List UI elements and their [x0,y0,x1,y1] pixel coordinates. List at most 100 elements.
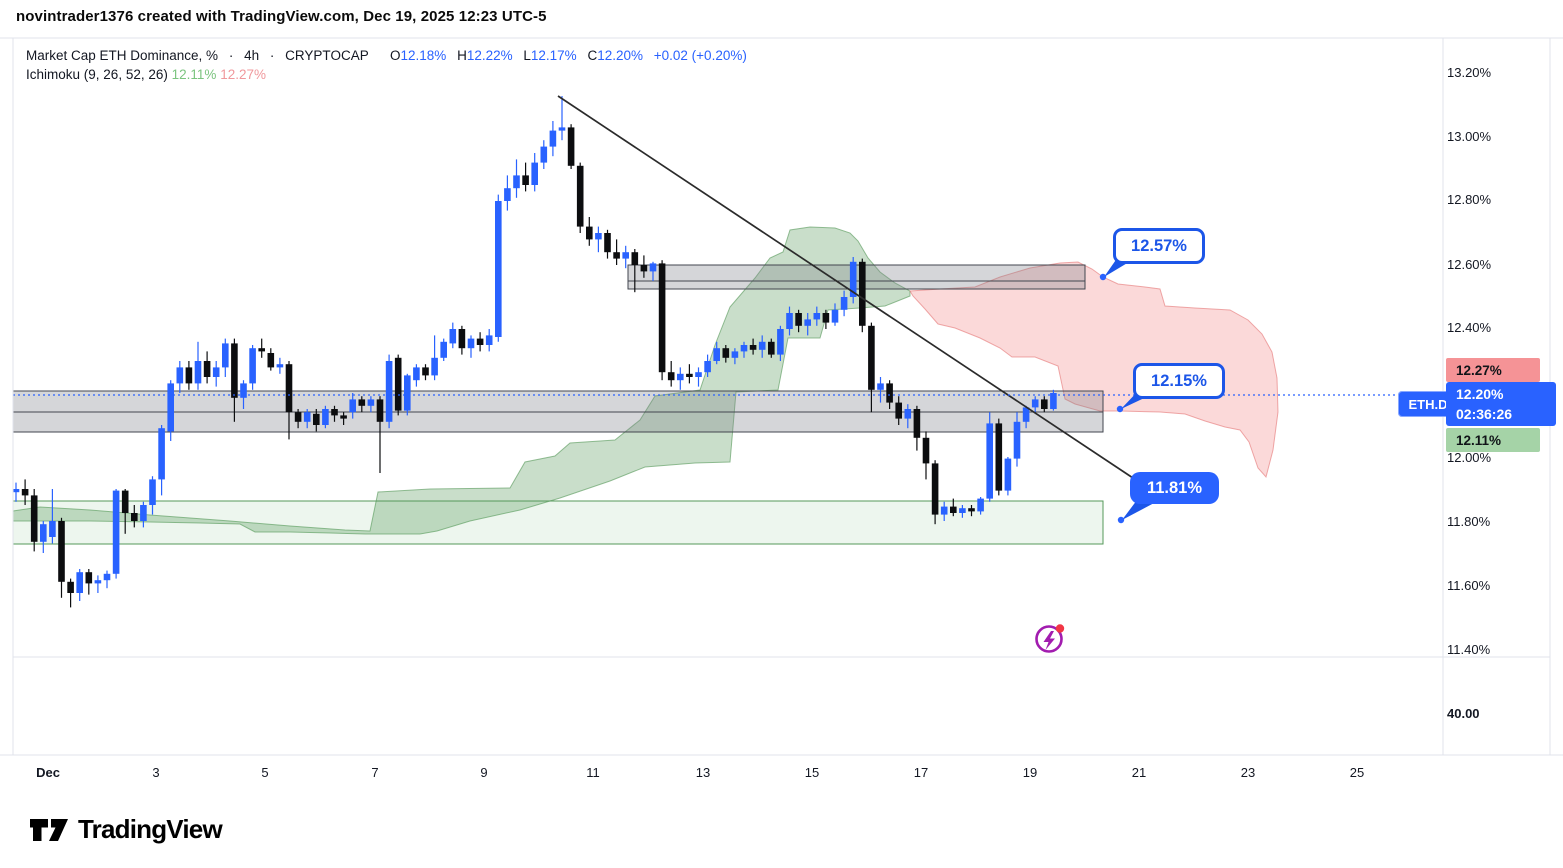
candle-body [413,367,420,381]
candle-body [586,226,593,240]
candle-body [30,495,38,542]
price-axis-label: 13.00% [1447,129,1492,144]
candle-body [440,341,447,358]
descending-trendline[interactable] [557,95,1134,479]
indicator-legend[interactable]: Ichimoku (9, 26, 52, 26) 12.11% 12.27% [26,67,266,82]
candle-body [112,490,120,574]
candle-body [631,252,639,265]
bar-countdown: 02:36:26 [1456,406,1513,422]
candle-body [531,162,538,185]
time-axis-label[interactable]: 21 [1131,765,1147,780]
candle-body [276,364,284,368]
candle-body [140,505,147,521]
attribution-text: novintrader1376 created with TradingView… [16,8,547,25]
candle-body [749,345,757,350]
price-callout-11-81[interactable]: 11.81% [1130,472,1219,504]
candle-body [677,373,684,381]
time-axis-label[interactable]: 9 [480,765,488,780]
candle-body [868,325,875,390]
candle-body [485,335,493,345]
candle-body [1041,399,1048,409]
candle-body [558,127,566,131]
candle-body [340,415,347,419]
candle-body [303,412,311,422]
candle-body [394,357,402,411]
time-axis-label[interactable]: Dec [36,765,60,780]
flash-badge-icon[interactable] [1031,620,1069,658]
last-price-badge[interactable]: 12.20% 02:36:26 [1446,382,1556,426]
time-axis-label[interactable]: 5 [261,765,269,780]
candle-body [294,412,302,422]
candle-body [686,373,693,377]
candle-body [49,521,56,537]
symbol-title[interactable]: Market Cap ETH Dominance, % [26,48,219,63]
candle-body [649,263,657,272]
candle-body [786,313,793,329]
candle-body [176,367,184,384]
price-axis-label: 11.80% [1447,514,1491,529]
time-axis-label[interactable]: 25 [1349,765,1365,780]
candle-body [640,265,648,272]
price-axis-label: 12.00% [1447,450,1492,465]
candle-body [777,329,784,355]
time-axis-label[interactable]: 11 [586,765,600,780]
candle-body [758,341,766,350]
candle-body [886,383,893,403]
time-axis-label[interactable]: 23 [1240,765,1256,780]
candle-body [595,233,602,240]
secondary-pane-scale-label: 40.00 [1447,706,1480,721]
candle-body [704,361,711,373]
candle-body [249,348,256,384]
tradingview-logo[interactable]: TradingView [28,814,223,845]
ohlc-high-label: H [457,48,467,63]
time-axis-label[interactable]: 13 [695,765,711,780]
candle-body [358,399,366,406]
callout-anchor-dot[interactable] [1099,273,1107,281]
candle-body [986,423,993,499]
ichimoku-red-cloud [909,261,1279,479]
candle-body [212,367,220,377]
callout-anchor-dot[interactable] [1117,516,1125,524]
candle-body [322,409,329,425]
time-axis-label[interactable]: 7 [371,765,379,780]
candle-body [21,489,29,496]
candle-body [404,375,411,411]
demand-zone-green[interactable] [12,500,1104,545]
candle-body [422,367,429,376]
candle-body [167,383,174,432]
candle-body [713,348,720,361]
time-axis-label[interactable]: 17 [913,765,929,780]
candle-body [449,329,457,344]
candle-body [131,513,138,521]
candle-body [822,313,830,323]
candle-body [877,383,884,390]
candle-body [349,399,356,413]
candle-body [467,338,475,349]
candle-body [67,581,74,593]
candle-body [977,498,984,512]
candle-body [995,423,1003,491]
time-axis-label[interactable]: 15 [804,765,820,780]
candle-body [1013,421,1021,459]
ohlc-low-value: 12.17% [530,48,577,63]
candle-body [376,399,384,422]
price-axis-label: 11.40% [1447,642,1491,657]
candle-body [1031,399,1039,408]
time-axis-label[interactable]: 3 [152,765,160,780]
interval-label[interactable]: 4h [244,48,260,63]
indicator-name[interactable]: Ichimoku [26,67,81,82]
indicator-params: (9, 26, 52, 26) [83,67,168,82]
symbol-legend[interactable]: Market Cap ETH Dominance, % · 4h · CRYPT… [26,48,747,63]
candle-body [103,573,111,581]
price-callout-12-57[interactable]: 12.57% [1113,228,1205,264]
ohlc-high-value: 12.22% [466,48,513,63]
candle-body [222,343,229,368]
candle-body [813,313,821,320]
time-axis-label[interactable]: 19 [1022,765,1038,780]
candle-body [94,580,102,584]
price-callout-12-15[interactable]: 12.15% [1133,363,1225,399]
candle-body [495,201,502,337]
callout-anchor-dot[interactable] [1116,405,1124,413]
